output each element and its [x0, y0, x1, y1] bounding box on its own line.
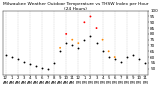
Point	[10, 56, 13, 58]
Point	[89, 16, 92, 17]
Point	[53, 62, 55, 64]
Point	[35, 66, 37, 67]
Point	[113, 56, 116, 58]
Point	[16, 59, 19, 60]
Point	[83, 22, 86, 23]
Point	[47, 68, 49, 69]
Point	[107, 56, 110, 58]
Point	[28, 63, 31, 65]
Point	[22, 61, 25, 62]
Point	[107, 51, 110, 52]
Point	[77, 47, 80, 49]
Point	[65, 33, 68, 35]
Point	[138, 59, 140, 60]
Point	[41, 67, 43, 68]
Point	[101, 51, 104, 52]
Title: Milwaukee Weather Outdoor Temperature vs THSW Index per Hour (24 Hours): Milwaukee Weather Outdoor Temperature vs…	[3, 2, 148, 11]
Point	[95, 27, 98, 29]
Point	[95, 42, 98, 44]
Point	[101, 39, 104, 40]
Point	[71, 39, 74, 40]
Point	[4, 54, 7, 56]
Point	[59, 47, 61, 49]
Point	[89, 35, 92, 37]
Point	[65, 42, 68, 44]
Point	[132, 54, 134, 56]
Point	[113, 59, 116, 60]
Point	[77, 42, 80, 44]
Point	[71, 45, 74, 46]
Point	[126, 56, 128, 58]
Point	[120, 61, 122, 62]
Point	[59, 51, 61, 52]
Point	[83, 39, 86, 40]
Point	[144, 62, 146, 64]
